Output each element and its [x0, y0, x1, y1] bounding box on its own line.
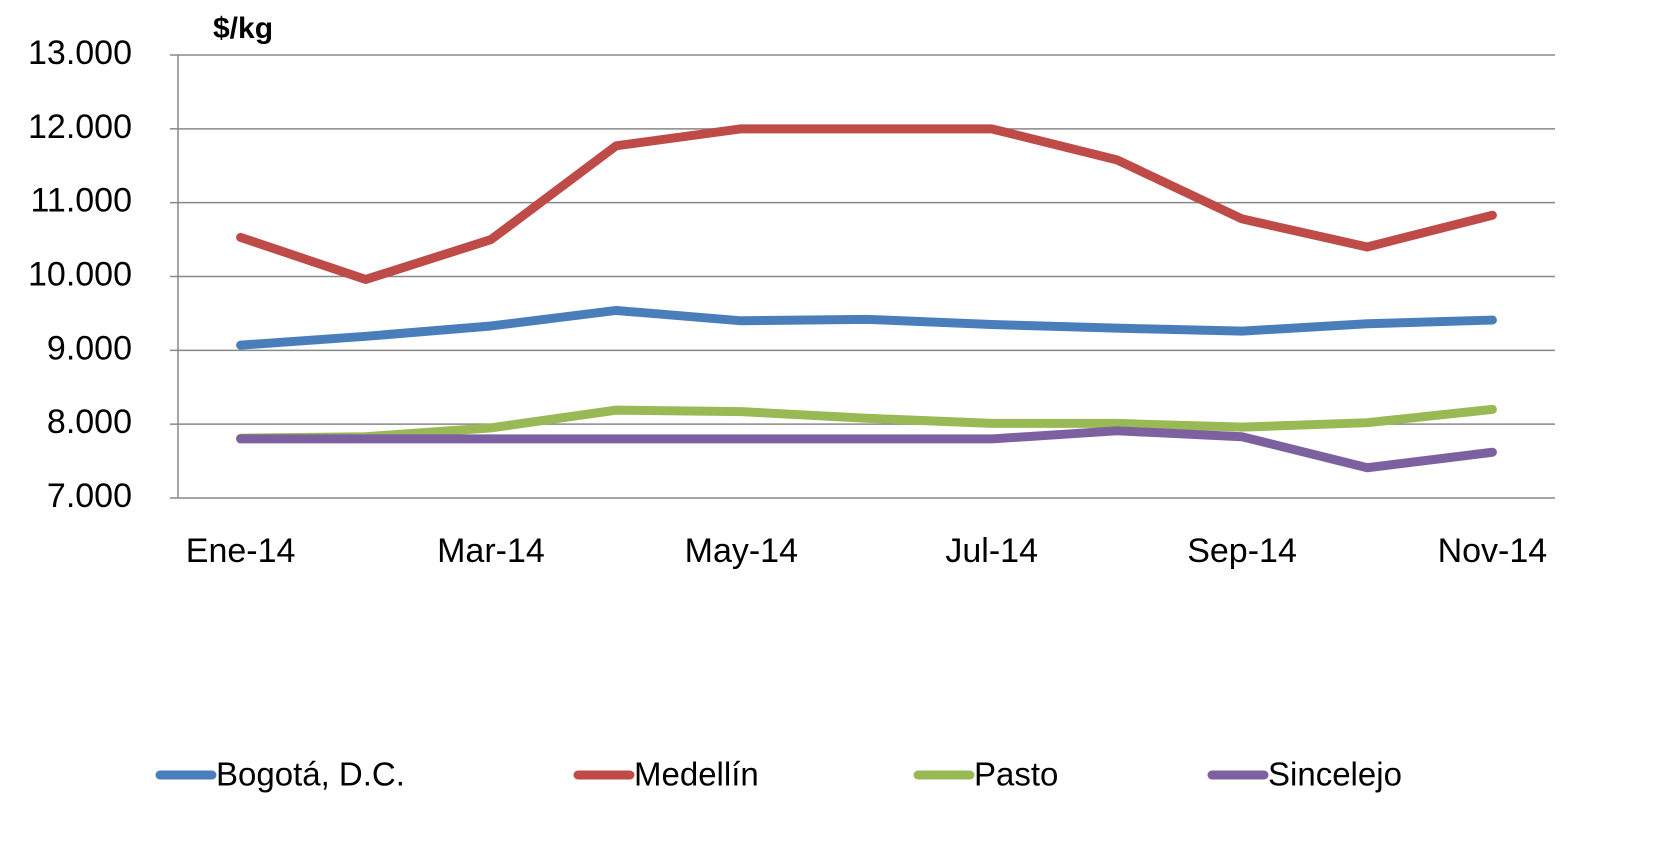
series-line [236, 305, 1497, 350]
y-tick-label: 8.000 [47, 403, 132, 441]
y-tick-label: 7.000 [47, 477, 132, 515]
legend-label: Bogotá, D.C. [216, 756, 405, 793]
series-line [236, 404, 1497, 443]
legend-label: Medellín [634, 756, 759, 793]
y-tick-label: 12.000 [28, 108, 132, 146]
y-tick-label: 13.000 [28, 34, 132, 72]
x-tick-label: Mar-14 [437, 532, 545, 570]
y-tick-label: 9.000 [47, 329, 132, 367]
x-tick-label: Nov-14 [1438, 532, 1548, 570]
y-tick-label: 11.000 [31, 182, 132, 220]
legend-label: Pasto [974, 756, 1058, 793]
y-axis-unit: $/kg [213, 12, 273, 45]
legend-label: Sincelejo [1268, 756, 1402, 793]
x-tick-label: Ene-14 [186, 532, 296, 570]
series-line [236, 426, 1497, 473]
x-tick-label: May-14 [685, 532, 798, 570]
series-line [236, 124, 1497, 284]
x-tick-label: Jul-14 [945, 532, 1038, 570]
x-tick-label: Sep-14 [1187, 532, 1297, 570]
y-tick-label: 10.000 [28, 255, 132, 293]
